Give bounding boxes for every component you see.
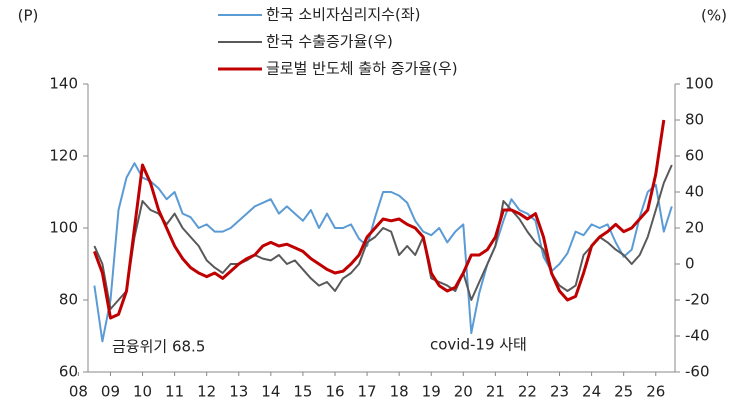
x-tick-label: 09 [101, 383, 120, 401]
y2-tick-label: 0 [685, 255, 695, 273]
x-tick-label: 16 [325, 383, 344, 401]
x-tick-label: 20 [454, 383, 473, 401]
y2-tick-label: 20 [685, 219, 704, 237]
annotation: covid-19 사태 [430, 336, 527, 354]
y2-tick-label: 100 [685, 75, 714, 93]
legend-label: 한국 수출증가율(우) [266, 33, 393, 51]
series-line [93, 162, 673, 343]
x-tick-label: 24 [582, 383, 601, 401]
x-tick-label: 10 [133, 383, 152, 401]
y-axis-label: (P) [18, 7, 39, 25]
x-tick-label: 21 [486, 383, 505, 401]
legend-label: 글로벌 반도체 출하 증가율(우) [266, 60, 458, 78]
legend-label: 한국 소비자심리지수(좌) [266, 6, 420, 24]
y2-tick-label: -60 [685, 363, 710, 381]
x-tick-label: 12 [197, 383, 216, 401]
y-tick-label: 140 [49, 75, 78, 93]
x-tick-label: 17 [358, 383, 377, 401]
x-tick-label: 22 [518, 383, 537, 401]
x-tick-label: 19 [422, 383, 441, 401]
x-tick-label: 23 [550, 383, 569, 401]
x-tick-label: 26 [646, 383, 665, 401]
x-tick-label: 18 [390, 383, 409, 401]
y-tick-label: 120 [49, 147, 78, 165]
x-tick-label: 14 [261, 383, 280, 401]
annotation: 금융위기 68.5 [112, 338, 205, 356]
y2-tick-label: 80 [685, 111, 704, 129]
x-tick-label: 25 [614, 383, 633, 401]
x-tick-label: 11 [165, 383, 184, 401]
y-tick-label: 80 [59, 291, 78, 309]
series-line [93, 164, 673, 310]
x-tick-label: 08 [69, 383, 88, 401]
y2-tick-label: -20 [685, 291, 710, 309]
y2-tick-label: 40 [685, 183, 704, 201]
x-tick-label: 13 [229, 383, 248, 401]
y2-tick-label: 60 [685, 147, 704, 165]
y2-tick-label: -40 [685, 327, 710, 345]
x-tick-label: 15 [293, 383, 312, 401]
series-line [92, 119, 666, 320]
y-tick-label: 60 [59, 363, 78, 381]
y2-axis-label: (%) [701, 7, 727, 25]
y-tick-label: 100 [49, 219, 78, 237]
